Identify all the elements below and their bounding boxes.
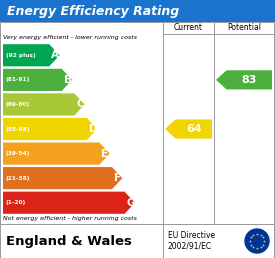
Text: 2002/91/EC: 2002/91/EC <box>168 241 212 251</box>
Bar <box>0 224 274 258</box>
Text: Current: Current <box>174 23 203 33</box>
Text: Very energy efficient - lower running costs: Very energy efficient - lower running co… <box>3 35 137 40</box>
Text: (55-68): (55-68) <box>6 126 31 132</box>
Bar <box>0 0 275 22</box>
Text: G: G <box>126 198 135 208</box>
Polygon shape <box>3 93 85 116</box>
Text: (69-80): (69-80) <box>6 102 30 107</box>
Text: A: A <box>51 50 59 60</box>
Text: England & Wales: England & Wales <box>6 235 132 247</box>
Text: C: C <box>76 99 84 109</box>
Text: (21-38): (21-38) <box>6 176 31 181</box>
Bar <box>163 22 214 34</box>
Text: D: D <box>89 124 98 134</box>
Text: B: B <box>64 75 72 85</box>
Text: 83: 83 <box>241 75 257 85</box>
Text: F: F <box>114 173 121 183</box>
Polygon shape <box>3 44 59 66</box>
Polygon shape <box>165 119 212 139</box>
Text: (92 plus): (92 plus) <box>6 53 36 58</box>
Text: Not energy efficient - higher running costs: Not energy efficient - higher running co… <box>3 216 137 221</box>
Text: (81-91): (81-91) <box>6 77 30 82</box>
Bar <box>0 22 274 224</box>
Polygon shape <box>3 167 122 189</box>
Text: EU Directive: EU Directive <box>168 231 215 240</box>
Text: 64: 64 <box>186 124 202 134</box>
Polygon shape <box>3 118 97 140</box>
Text: Potential: Potential <box>227 23 261 33</box>
Polygon shape <box>216 70 272 90</box>
Bar <box>214 22 274 34</box>
Text: (39-54): (39-54) <box>6 151 30 156</box>
Text: Energy Efficiency Rating: Energy Efficiency Rating <box>7 4 179 18</box>
Polygon shape <box>3 142 110 165</box>
Polygon shape <box>3 192 135 214</box>
Circle shape <box>245 229 269 253</box>
Polygon shape <box>3 69 72 91</box>
Text: E: E <box>101 149 109 159</box>
Text: (1-20): (1-20) <box>6 200 26 205</box>
